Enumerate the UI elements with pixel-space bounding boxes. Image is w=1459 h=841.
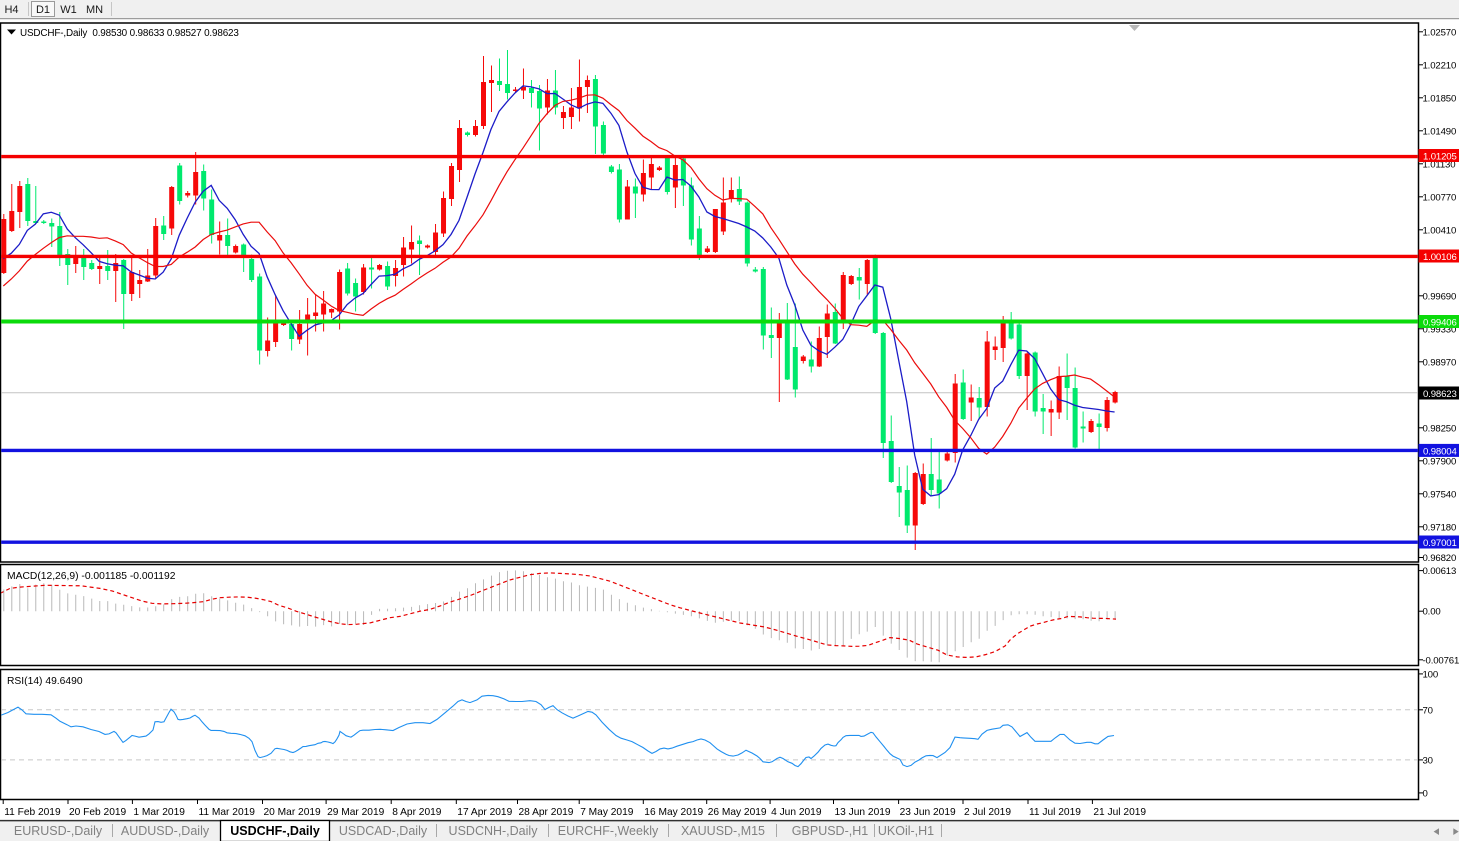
svg-text:4 Jun 2019: 4 Jun 2019 xyxy=(771,807,822,818)
svg-text:100: 100 xyxy=(1423,669,1439,680)
svg-text:17 Apr 2019: 17 Apr 2019 xyxy=(457,807,512,818)
svg-text:70: 70 xyxy=(1423,705,1433,716)
svg-text:1.01490: 1.01490 xyxy=(1423,126,1457,137)
svg-text:XAUUSD-,M15: XAUUSD-,M15 xyxy=(681,824,765,838)
svg-text:RSI(14) 49.6490: RSI(14) 49.6490 xyxy=(7,676,83,687)
svg-text:1.00106: 1.00106 xyxy=(1423,252,1457,263)
svg-text:0.97001: 0.97001 xyxy=(1423,538,1457,549)
svg-text:EURCHF-,Weekly: EURCHF-,Weekly xyxy=(558,824,659,838)
svg-text:0.99330: 0.99330 xyxy=(1423,324,1457,335)
svg-text:28 Apr 2019: 28 Apr 2019 xyxy=(519,807,574,818)
svg-text:0.00613: 0.00613 xyxy=(1423,566,1457,577)
svg-text:1.01850: 1.01850 xyxy=(1423,93,1457,104)
svg-text:USDCHF-,Daily 0.98530 0.98633: USDCHF-,Daily 0.98530 0.98633 0.98527 0.… xyxy=(20,28,239,39)
svg-text:0.98623: 0.98623 xyxy=(1423,389,1457,400)
svg-text:20 Mar 2019: 20 Mar 2019 xyxy=(264,807,322,818)
svg-text:1.00410: 1.00410 xyxy=(1423,225,1457,236)
svg-text:USDCNH-,Daily: USDCNH-,Daily xyxy=(449,824,539,838)
svg-text:11 Feb 2019: 11 Feb 2019 xyxy=(4,807,61,818)
svg-text:30: 30 xyxy=(1423,755,1433,766)
svg-text:7 May 2019: 7 May 2019 xyxy=(580,807,634,818)
svg-text:H4: H4 xyxy=(4,4,18,16)
svg-text:0.99690: 0.99690 xyxy=(1423,291,1457,302)
svg-text:11 Jul 2019: 11 Jul 2019 xyxy=(1029,807,1081,818)
svg-text:13 Jun 2019: 13 Jun 2019 xyxy=(835,807,891,818)
svg-text:0.99406: 0.99406 xyxy=(1423,318,1457,329)
svg-text:-0.00761: -0.00761 xyxy=(1423,655,1459,666)
svg-text:16 May 2019: 16 May 2019 xyxy=(644,807,703,818)
svg-text:23 Jun 2019: 23 Jun 2019 xyxy=(900,807,956,818)
svg-text:0.98970: 0.98970 xyxy=(1423,357,1457,368)
svg-text:1.01205: 1.01205 xyxy=(1423,152,1457,163)
svg-text:2 Jul 2019: 2 Jul 2019 xyxy=(964,807,1011,818)
svg-text:20 Feb 2019: 20 Feb 2019 xyxy=(69,807,127,818)
svg-text:USDCAD-,Daily: USDCAD-,Daily xyxy=(339,824,428,838)
svg-text:0.00: 0.00 xyxy=(1423,607,1441,618)
svg-text:AUDUSD-,Daily: AUDUSD-,Daily xyxy=(121,824,210,838)
svg-text:1.02210: 1.02210 xyxy=(1423,60,1457,71)
svg-text:1.01130: 1.01130 xyxy=(1423,159,1456,170)
svg-text:MN: MN xyxy=(86,4,103,16)
svg-text:8 Apr 2019: 8 Apr 2019 xyxy=(392,807,442,818)
svg-text:W1: W1 xyxy=(60,4,77,16)
svg-text:0.97540: 0.97540 xyxy=(1423,489,1457,500)
svg-text:29 Mar 2019: 29 Mar 2019 xyxy=(327,807,385,818)
svg-text:0.98250: 0.98250 xyxy=(1423,423,1457,434)
svg-text:1.02570: 1.02570 xyxy=(1423,27,1457,38)
svg-text:1.00770: 1.00770 xyxy=(1423,192,1457,203)
svg-text:0.97900: 0.97900 xyxy=(1423,456,1457,467)
svg-text:UKOil-,H1: UKOil-,H1 xyxy=(878,824,934,838)
svg-text:MACD(12,26,9) -0.001185 -0.001: MACD(12,26,9) -0.001185 -0.001192 xyxy=(7,571,176,582)
svg-text:GBPUSD-,H1: GBPUSD-,H1 xyxy=(792,824,868,838)
svg-text:0.96820: 0.96820 xyxy=(1423,553,1457,564)
svg-text:11 Mar 2019: 11 Mar 2019 xyxy=(199,807,256,818)
svg-text:D1: D1 xyxy=(36,4,50,16)
svg-text:EURUSD-,Daily: EURUSD-,Daily xyxy=(14,824,103,838)
svg-text:1 Mar 2019: 1 Mar 2019 xyxy=(133,807,185,818)
svg-text:USDCHF-,Daily: USDCHF-,Daily xyxy=(230,824,320,838)
svg-text:21 Jul 2019: 21 Jul 2019 xyxy=(1093,807,1146,818)
svg-text:26 May 2019: 26 May 2019 xyxy=(708,807,767,818)
svg-text:0: 0 xyxy=(1423,788,1428,799)
svg-text:0.97180: 0.97180 xyxy=(1423,522,1457,533)
svg-text:0.98004: 0.98004 xyxy=(1423,446,1457,457)
